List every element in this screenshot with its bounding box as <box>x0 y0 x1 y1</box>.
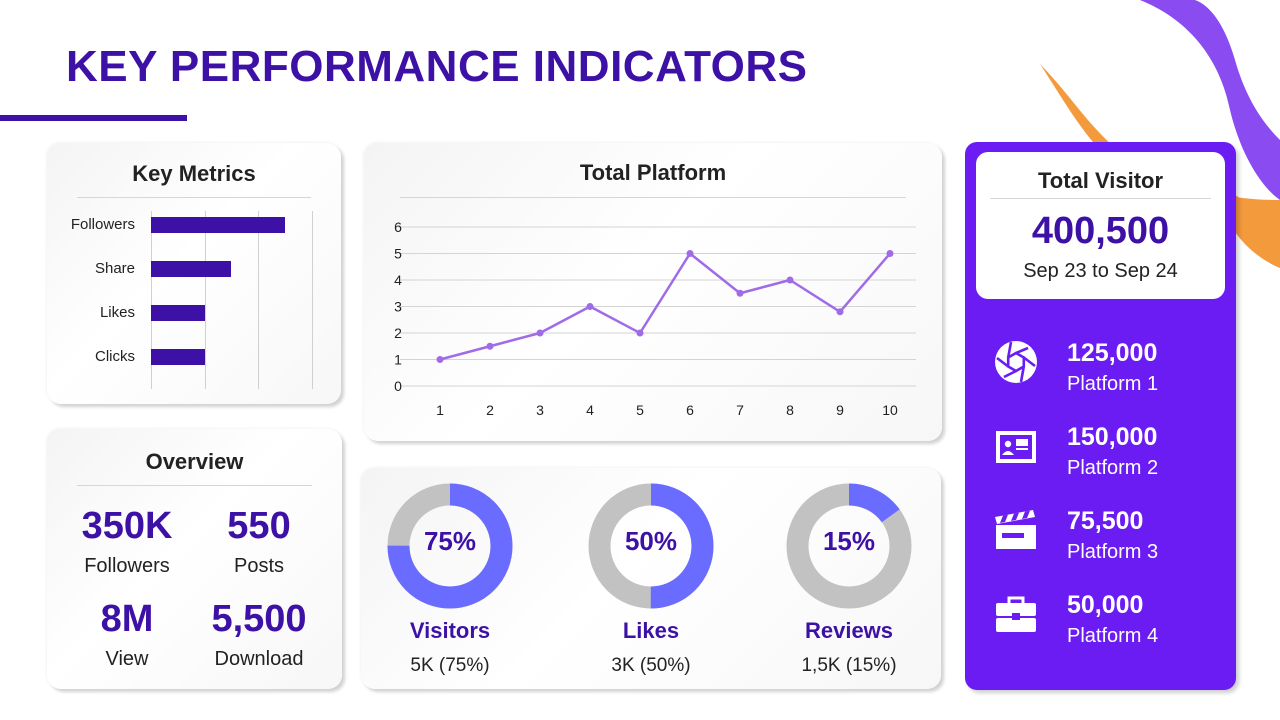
donut-svg <box>387 483 513 609</box>
key-metrics-bar <box>151 217 285 233</box>
total-visitor-divider <box>990 198 1211 199</box>
x-tick-label: 2 <box>486 402 494 418</box>
total-platform-card: Total Platform 0 1 2 3 4 5 6 1 2 3 4 5 6 7 8 9 10 <box>364 143 942 441</box>
platform-3-label: Platform 3 <box>1067 541 1159 563</box>
key-metrics-bar <box>151 261 232 277</box>
donut-reviews: 15% <box>785 482 913 610</box>
donut-detail: 1,5K (15%) <box>801 655 897 676</box>
total-platform-chart: 0 1 2 3 4 5 6 1 2 3 4 5 6 7 8 9 10 <box>394 219 916 418</box>
key-metrics-bar-label: Share <box>94 260 135 277</box>
x-tick-label: 10 <box>882 402 898 418</box>
donut-name: Reviews <box>804 618 894 643</box>
data-point <box>436 356 444 363</box>
donut-svg <box>786 483 912 609</box>
data-point <box>836 308 844 316</box>
x-tick-label: 8 <box>786 402 794 418</box>
aperture-icon <box>995 341 1037 383</box>
donut-percent-label: 50% <box>624 526 678 556</box>
total-visitor-title: Total Visitor <box>1037 168 1164 193</box>
x-tick-label: 6 <box>686 402 694 418</box>
stat-posts-value: 550 <box>227 505 291 547</box>
donut-percent-label: 75% <box>423 526 477 556</box>
key-metrics-bar-label: Followers <box>70 216 135 233</box>
series-line <box>439 252 891 361</box>
total-platform-divider <box>400 197 906 198</box>
data-point <box>586 303 594 310</box>
key-metrics-gridline <box>151 211 152 389</box>
donut-name: Visitors <box>409 618 491 643</box>
donut-svg <box>588 483 714 609</box>
donut-slice <box>588 483 714 609</box>
platform-1-label: Platform 1 <box>1067 373 1159 395</box>
platform-4-label: Platform 4 <box>1067 625 1159 647</box>
donut-stats-card: 75% Visitors 5K (75%) 50% Likes 3K (50%) 15% Re… <box>361 468 941 689</box>
stat-followers-value: 350K <box>81 505 173 547</box>
stat-view-label: View <box>105 648 149 670</box>
donut-visitors: 75% <box>386 482 514 610</box>
platform-2-value: 150,000 <box>1067 423 1158 451</box>
stat-followers-label: Followers <box>84 555 170 577</box>
platform-4-value: 50,000 <box>1067 591 1144 619</box>
overview-card: Overview 350K Followers 550 Posts 8M Vie… <box>47 429 342 689</box>
y-tick-label: 4 <box>394 272 402 288</box>
y-tick-label: 5 <box>394 246 402 262</box>
key-metrics-bar-label: Clicks <box>95 348 135 365</box>
donut-likes: 50% <box>587 482 715 610</box>
data-point <box>886 250 894 257</box>
key-metrics-divider <box>77 197 311 198</box>
x-tick-label: 4 <box>586 402 594 418</box>
briefcase-icon <box>996 596 1036 632</box>
title-underline <box>0 115 187 121</box>
key-metrics-gridline <box>204 211 206 389</box>
overview-title: Overview <box>145 449 244 474</box>
overview-divider <box>77 485 312 486</box>
total-platform-title: Total Platform <box>579 160 727 185</box>
stat-view-value: 8M <box>100 598 154 640</box>
key-metrics-gridline <box>258 211 259 389</box>
key-metrics-gridline <box>311 211 313 389</box>
y-tick-label: 3 <box>394 299 402 315</box>
x-tick-label: 5 <box>636 402 644 418</box>
donut-detail: 5K (75%) <box>410 655 490 676</box>
key-metrics-bar <box>151 305 205 321</box>
total-visitor-panel: Total Visitor 400,500 Sep 23 to Sep 24 1… <box>965 142 1236 690</box>
x-tick-label: 3 <box>536 402 544 418</box>
platform-2-label: Platform 2 <box>1067 457 1159 479</box>
x-tick-label: 9 <box>836 402 844 418</box>
donut-slice <box>786 483 912 609</box>
key-metrics-bar <box>151 349 205 365</box>
page-title: KEY PERFORMANCE INDICATORS <box>66 42 808 91</box>
donut-name: Likes <box>622 618 680 643</box>
platform-3-value: 75,500 <box>1067 507 1144 535</box>
data-point <box>636 329 644 337</box>
donut-detail: 3K (50%) <box>611 655 691 676</box>
key-metrics-bar-label: Likes <box>99 304 135 321</box>
y-tick-label: 0 <box>394 378 402 394</box>
x-tick-label: 1 <box>436 402 444 418</box>
key-metrics-card: Key Metrics Followers Share Likes Clicks <box>47 143 341 404</box>
donut-slice <box>387 483 513 609</box>
data-point <box>736 289 744 297</box>
x-tick-label: 7 <box>736 402 744 418</box>
total-visitor-number: 400,500 <box>1031 210 1170 252</box>
donut-percent-label: 15% <box>822 526 876 556</box>
y-tick-label: 2 <box>394 325 402 341</box>
clapperboard-icon <box>995 510 1036 549</box>
total-visitor-summary: Total Visitor 400,500 Sep 23 to Sep 24 <box>976 152 1225 299</box>
data-point <box>486 342 494 350</box>
y-tick-label: 1 <box>394 352 402 368</box>
platform-1-value: 125,000 <box>1067 339 1158 367</box>
stat-posts-label: Posts <box>233 555 285 577</box>
presentation-screen-icon <box>996 431 1036 463</box>
y-tick-label: 6 <box>394 219 402 235</box>
key-metrics-title: Key Metrics <box>132 161 256 186</box>
data-point <box>786 276 794 284</box>
total-visitor-range: Sep 23 to Sep 24 <box>1023 260 1178 282</box>
data-point <box>536 329 544 337</box>
stat-download-label: Download <box>214 648 304 670</box>
stat-download-value: 5,500 <box>211 598 307 640</box>
data-point <box>686 250 694 257</box>
